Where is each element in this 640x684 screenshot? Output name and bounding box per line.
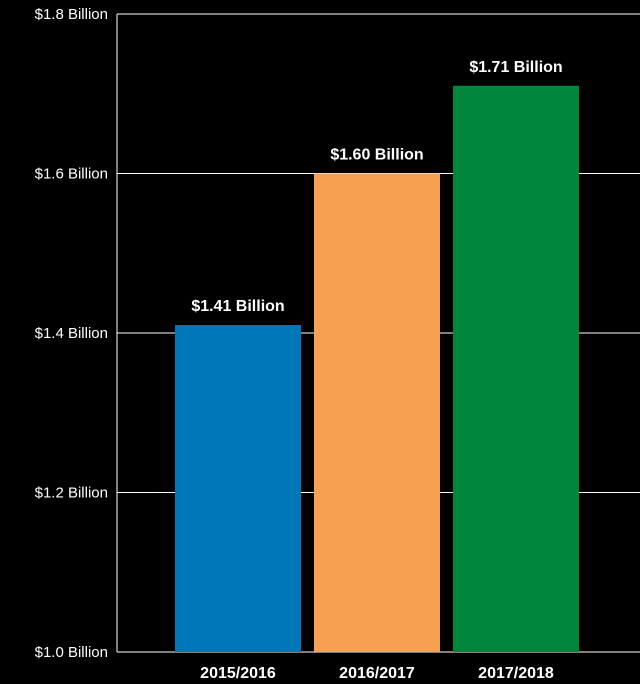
x-tick-label: 2016/2017	[339, 665, 415, 682]
y-tick-label: $1.4 Billion	[35, 325, 108, 342]
data-label: $1.71 Billion	[469, 59, 562, 76]
x-tick-labels: 2015/2016 2016/2017 2017/2018	[200, 665, 554, 682]
bar-2017-2018	[453, 85, 579, 652]
x-tick-label: 2017/2018	[478, 665, 554, 682]
bar-2016-2017	[314, 173, 440, 652]
y-tick-label: $1.6 Billion	[35, 166, 108, 183]
y-tick-labels: $1.0 Billion $1.2 Billion $1.4 Billion $1.6…	[35, 6, 108, 661]
y-tick-label: $1.0 Billion	[35, 644, 108, 661]
data-labels: $1.41 Billion $1.60 Billion $1.71 Billion	[191, 59, 562, 315]
data-label: $1.41 Billion	[191, 298, 284, 315]
y-tick-label: $1.2 Billion	[35, 485, 108, 502]
y-tick-label: $1.8 Billion	[35, 6, 108, 23]
x-tick-label: 2015/2016	[200, 665, 276, 682]
data-label: $1.60 Billion	[330, 147, 423, 164]
bar-2015-2016	[175, 325, 301, 652]
bars	[175, 85, 579, 652]
